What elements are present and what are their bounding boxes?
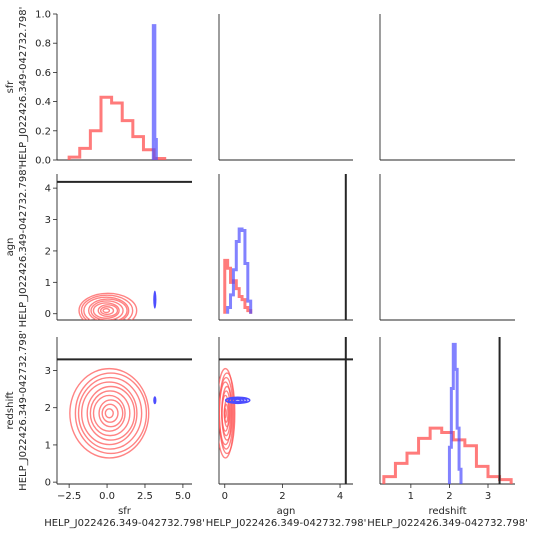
ytick-label-sfr: 0.6 — [35, 68, 51, 79]
sfr-redshift-prior-contour-level-5 — [89, 390, 131, 437]
ytick-label-agn: 4 — [45, 184, 51, 195]
xlabel-redshift-line2: HELP_J022426.349-042732.798' — [367, 518, 528, 529]
agn-redshift-prior-contour-level-9 — [219, 372, 236, 455]
sfr-redshift-posterior-blob — [153, 396, 157, 405]
xlabel-agn-line1: agn — [277, 506, 296, 517]
sfr-redshift-prior-contour-level-3 — [98, 399, 124, 428]
panel-sfr-vs-redshift — [57, 358, 192, 459]
sfr-agn-prior-contour-level-9 — [78, 292, 138, 320]
agn-posterior-hist — [226, 227, 253, 314]
sfr-agn-prior-contour-level-2 — [99, 306, 115, 316]
ylabel-redshift-line1: redshift — [5, 391, 16, 429]
sfr-agn-prior-contour-level-6 — [87, 298, 128, 320]
xtick-label-agn: 0 — [222, 491, 228, 502]
panel-agn-vs-agn — [223, 174, 347, 320]
xtick-label-sfr: 5.0 — [175, 491, 191, 502]
xtick-label-sfr: 2.5 — [137, 491, 153, 502]
agn-redshift-prior-contour-level-6 — [221, 385, 233, 441]
xlabel-redshift-line1: redshift — [429, 506, 467, 517]
xtick-label-sfr: −2.5 — [57, 491, 81, 502]
sfr-prior-hist — [67, 95, 167, 160]
ytick-label-sfr: 0.8 — [35, 39, 51, 50]
sfr-redshift-prior-contour-level-4 — [92, 394, 126, 432]
sfr-posterior-hist — [151, 24, 158, 160]
ylabel-redshift-line2: HELP_J022426.349-042732.798' — [18, 330, 29, 491]
ytick-label-agn: 1 — [45, 278, 51, 289]
sfr-redshift-prior-contour-level-2 — [101, 403, 119, 423]
ytick-label-redshift: 1 — [45, 440, 51, 451]
ytick-label-agn: 2 — [45, 246, 51, 257]
ytick-label-redshift: 3 — [45, 366, 51, 377]
xtick-label-sfr: 0.0 — [99, 491, 115, 502]
sfr-redshift-prior-contour-level-8 — [77, 376, 143, 450]
sfr-agn-prior-contour-level-7 — [83, 296, 130, 320]
sfr-agn-prior-contour-level-5 — [90, 300, 124, 320]
agn-prior-hist — [223, 258, 253, 314]
ytick-label-redshift: 2 — [45, 403, 51, 414]
xtick-label-redshift: 2 — [446, 491, 452, 502]
ytick-label-agn: 3 — [45, 215, 51, 226]
ytick-label-sfr: 0.0 — [35, 156, 51, 167]
xlabel-sfr-line1: sfr — [118, 506, 132, 517]
sfr-agn-prior-contour-level-1 — [102, 307, 111, 314]
sfr-redshift-prior-contour-level-6 — [86, 385, 136, 441]
sfr-redshift-prior-contour-level-10 — [69, 367, 150, 459]
ytick-label-sfr: 1.0 — [35, 10, 51, 21]
xtick-label-agn: 4 — [337, 491, 343, 502]
ytick-label-redshift: 0 — [45, 478, 51, 489]
redshift-posterior-hist — [447, 342, 463, 484]
ytick-label-agn: 0 — [45, 309, 51, 320]
agn-redshift-prior-contour-level-10 — [219, 367, 235, 459]
sfr-agn-posterior-blob — [153, 290, 157, 309]
panel-sfr-vs-sfr — [67, 24, 167, 160]
sfr-redshift-prior-contour-level-1 — [104, 408, 114, 419]
xlabel-agn-line2: HELP_J022426.349-042732.798' — [206, 518, 367, 529]
xtick-label-redshift: 3 — [485, 491, 491, 502]
panel-redshift-vs-redshift — [382, 337, 513, 484]
ylabel-sfr-line2: HELP_J022426.349-042732.798' — [18, 7, 29, 168]
redshift-prior-hist — [382, 426, 513, 484]
ytick-label-sfr: 0.4 — [35, 97, 51, 108]
sfr-agn-prior-contour-level-8 — [80, 294, 134, 320]
xlabel-sfr-line2: HELP_J022426.349-042732.798' — [44, 518, 205, 529]
ylabel-agn-line2: HELP_J022426.349-042732.798' — [18, 167, 29, 328]
agn-redshift-posterior-level-4 — [233, 398, 242, 403]
panel-agn-vs-redshift — [219, 337, 353, 484]
panel-sfr-vs-agn — [57, 180, 192, 320]
sfr-redshift-prior-contour-level-7 — [80, 381, 138, 446]
ytick-label-sfr: 0.2 — [35, 126, 51, 137]
sfr-agn-prior-contour-level-3 — [97, 304, 119, 318]
ylabel-agn-line1: agn — [5, 238, 16, 257]
ylabel-sfr-line1: sfr — [5, 80, 16, 94]
sfr-redshift-prior-contour-level-9 — [74, 372, 148, 455]
xtick-label-redshift: 1 — [408, 491, 414, 502]
sfr-agn-prior-contour-level-4 — [92, 302, 120, 319]
xtick-label-agn: 2 — [279, 491, 285, 502]
